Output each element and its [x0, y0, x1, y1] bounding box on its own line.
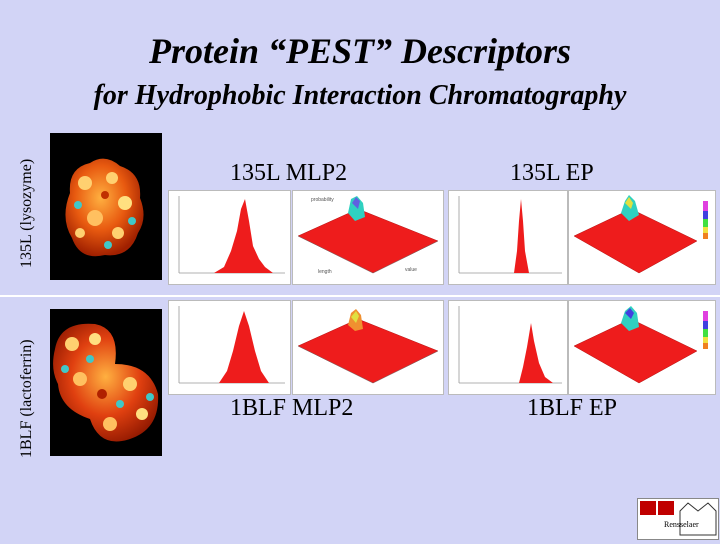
z-axis-label: probability	[311, 197, 334, 203]
ep-histogram-135l	[448, 190, 568, 285]
row-label-lactoferrin: 1BLF (lactoferrin)	[18, 339, 35, 458]
lactoferrin-molecule-image	[50, 309, 162, 456]
rensselaer-logo: Rensselaer	[637, 498, 719, 540]
ep-surface-135l	[568, 190, 716, 285]
mlp2-histogram-1blf	[168, 300, 291, 395]
ep-surface-1blf	[568, 300, 716, 395]
panel-label-135l-ep: 135L EP	[510, 160, 594, 186]
panel-label-1blf-ep: 1BLF EP	[527, 395, 618, 421]
logo-text: Rensselaer	[664, 520, 699, 529]
slide-title: Protein “PEST” Descriptors	[148, 31, 571, 71]
lysozyme-molecule-image	[50, 133, 162, 280]
row-label-lysozyme: 135L (lysozyme)	[18, 158, 35, 268]
mlp2-surface-135l: probability length value	[292, 190, 444, 285]
panel-label-135l-mlp2: 135L MLP2	[230, 160, 348, 186]
y-axis-label: value	[405, 267, 417, 273]
mlp2-surface-1blf	[292, 300, 444, 395]
ep-histogram-1blf	[448, 300, 568, 395]
mlp2-histogram-135l	[168, 190, 291, 285]
slide-subtitle: for Hydrophobic Interaction Chromatograp…	[93, 80, 627, 111]
x-axis-label: length	[318, 269, 332, 275]
row-divider	[0, 295, 720, 297]
panel-label-1blf-mlp2: 1BLF MLP2	[230, 395, 354, 421]
